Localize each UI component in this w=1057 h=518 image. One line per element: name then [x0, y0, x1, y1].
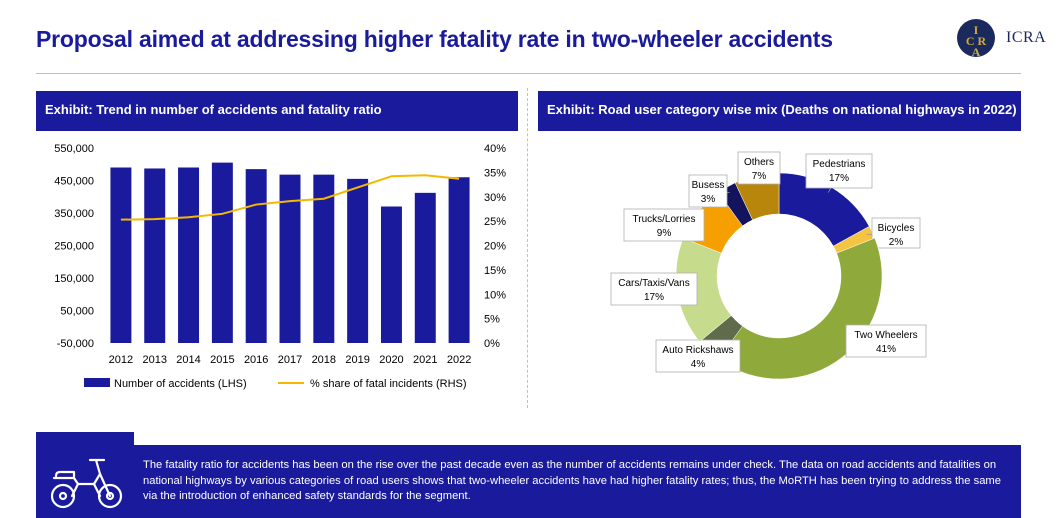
callout-box — [737, 151, 781, 185]
y-left-tick-label: 350,000 — [54, 208, 94, 220]
callout-box — [845, 324, 927, 358]
bar — [448, 177, 470, 343]
callout-box — [610, 272, 698, 306]
x-tick-label: 2015 — [210, 354, 234, 366]
y-right-tick-label: 0% — [484, 338, 500, 350]
y-right-tick-label: 20% — [484, 241, 506, 253]
bar — [144, 168, 166, 343]
slice-pct-label: 4% — [691, 359, 706, 370]
title-divider — [36, 73, 1021, 74]
slice-label: Busess — [692, 180, 725, 191]
y-left-tick-label: 250,000 — [54, 241, 94, 253]
bar — [347, 178, 369, 343]
callout-box — [871, 217, 921, 249]
bar — [380, 206, 402, 343]
footer-notch — [36, 432, 134, 446]
y-right-tick-label: 30% — [484, 192, 506, 204]
y-left-tick-label: -50,000 — [57, 338, 94, 350]
logo-circle-icon — [957, 19, 995, 57]
x-tick-label: 2022 — [447, 354, 471, 366]
bar — [313, 174, 335, 343]
bar — [178, 167, 200, 343]
slice-pct-label: 41% — [876, 344, 896, 355]
y-left-tick-label: 450,000 — [54, 176, 94, 188]
motorcycle-icon — [50, 458, 123, 509]
left-exhibit-heading: Exhibit: Trend in number of accidents an… — [36, 91, 518, 131]
x-tick-label: 2019 — [345, 354, 369, 366]
y-left-tick-label: 550,000 — [54, 143, 94, 155]
y-right-tick-label: 15% — [484, 265, 506, 277]
slice-pct-label: 7% — [752, 171, 767, 182]
slice-pct-label: 3% — [701, 194, 716, 205]
x-tick-label: 2016 — [244, 354, 268, 366]
slice-label: Auto Rickshaws — [662, 345, 733, 356]
footer-text: The fatality ratio for accidents has bee… — [143, 459, 1001, 502]
y-right-tick-label: 25% — [484, 216, 506, 228]
x-tick-label: 2021 — [413, 354, 437, 366]
slice-label: Two Wheelers — [854, 330, 917, 341]
y-right-tick-label: 40% — [484, 143, 506, 155]
y-left-tick-label: 150,000 — [54, 273, 94, 285]
y-right-tick-label: 10% — [484, 289, 506, 301]
y-left-tick-label: 50,000 — [60, 306, 94, 318]
footer-bar — [36, 445, 1021, 518]
slice-label: Cars/Taxis/Vans — [618, 278, 690, 289]
legend-swatch-bars — [84, 378, 110, 387]
slice-pct-label: 9% — [657, 228, 672, 239]
slice-pct-label: 17% — [829, 173, 849, 184]
slice-label: Trucks/Lorries — [633, 214, 696, 225]
bar — [279, 174, 301, 343]
x-tick-label: 2020 — [379, 354, 403, 366]
slice-label: Pedestrians — [813, 159, 866, 170]
donut-slice — [718, 237, 883, 380]
bar — [211, 162, 233, 343]
y-right-tick-label: 35% — [484, 167, 506, 179]
x-tick-label: 2013 — [142, 354, 166, 366]
slice-pct-label: 2% — [889, 237, 904, 248]
bar — [245, 169, 267, 343]
legend-label-bars: Number of accidents (LHS) — [114, 378, 247, 390]
callout-box — [805, 153, 873, 189]
slice-label: Others — [744, 157, 774, 168]
slice-pct-label: 17% — [644, 292, 664, 303]
y-right-tick-label: 5% — [484, 314, 500, 326]
x-tick-label: 2014 — [176, 354, 200, 366]
callout-box — [655, 339, 741, 373]
bar — [414, 192, 436, 343]
callout-box — [623, 208, 705, 242]
road-user-donut-chart: Pedestrians 17% Bicycles 2% Two Wheelers 41% A… — [610, 151, 927, 380]
panel-divider — [527, 88, 529, 408]
right-exhibit-heading: Exhibit: Road user category wise mix (De… — [538, 91, 1021, 131]
slice-label: Bicycles — [878, 223, 915, 234]
page-title: Proposal aimed at addressing higher fata… — [36, 26, 833, 52]
bar — [110, 167, 132, 343]
callout-box — [688, 174, 728, 208]
x-tick-label: 2018 — [312, 354, 336, 366]
legend-label-line: % share of fatal incidents (RHS) — [310, 378, 467, 390]
x-tick-label: 2017 — [278, 354, 302, 366]
logo-text: ICRA — [1006, 29, 1047, 46]
accidents-combo-chart: 550,000 450,000 350,000 250,000 150,000 50,00… — [54, 143, 506, 390]
x-tick-label: 2012 — [109, 354, 133, 366]
